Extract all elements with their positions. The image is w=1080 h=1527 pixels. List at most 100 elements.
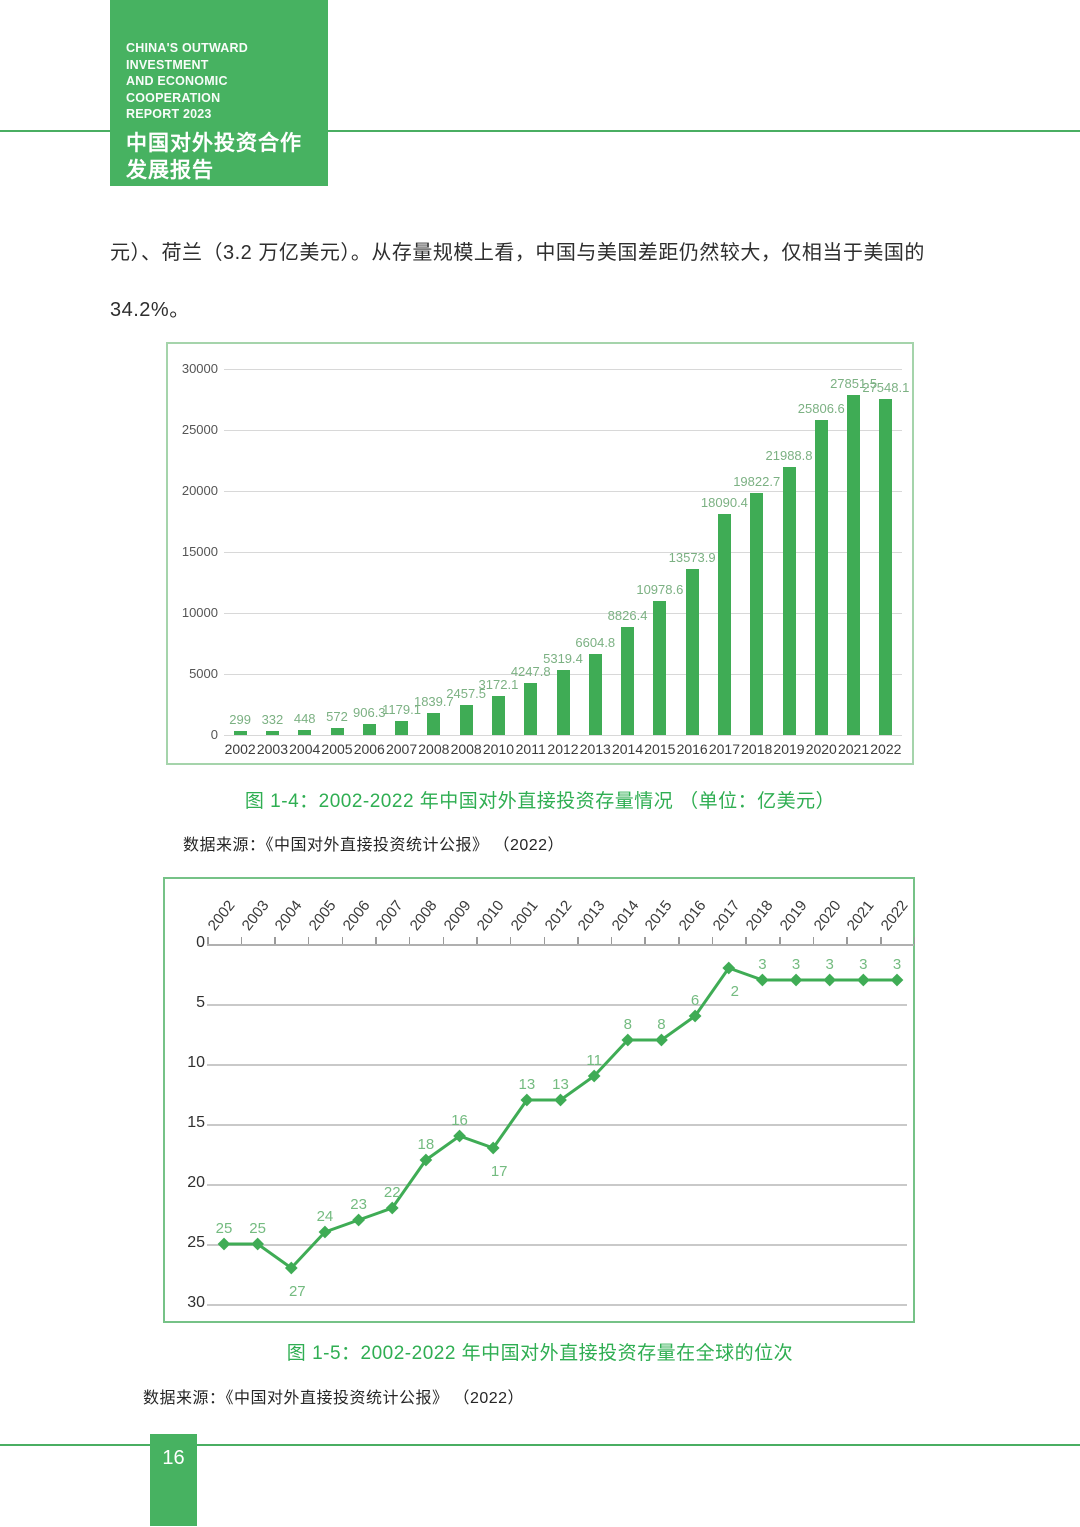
line-chart-axis-tick: [476, 937, 478, 944]
bar-value-label: 332: [261, 711, 284, 727]
bar-value-label: 1839.7: [413, 693, 454, 709]
bar-chart-x-tick-label: 2022: [870, 741, 902, 757]
bar-chart-y-tick-label: 20000: [181, 483, 218, 498]
data-point-label: 22: [384, 1184, 401, 1201]
line-chart-x-tick-label: 2017: [709, 897, 744, 934]
data-point-label: 25: [216, 1220, 233, 1237]
line-chart-x-tick-label: 2008: [406, 897, 441, 934]
bar: [362, 723, 376, 735]
bar-value-label: 5319.4: [543, 651, 583, 667]
line-chart-x-tick-label: 2020: [810, 897, 845, 934]
data-point-marker: [486, 1141, 500, 1155]
data-point-label: 3: [859, 956, 867, 973]
line-chart-gridline: [207, 1244, 907, 1246]
bar: [524, 683, 538, 735]
line-chart-gridline: [207, 1004, 907, 1006]
page-number-box: 16: [150, 1434, 197, 1526]
line-chart-gridline: [207, 1064, 907, 1066]
data-point-label: 13: [552, 1076, 569, 1093]
bar-chart-gridline: [224, 491, 902, 492]
bar: [653, 601, 667, 735]
line-chart-axis-tick: [846, 937, 848, 944]
line-chart-y-tick-label: 5: [196, 994, 205, 1011]
bar: [750, 493, 764, 735]
bar: [814, 420, 828, 735]
bar-value-label: 27851.5: [830, 376, 878, 392]
data-point-label: 6: [691, 992, 699, 1009]
line-chart-axis-tick: [577, 937, 579, 944]
footer-rule: [0, 1444, 1080, 1446]
bar-value-label: 19822.7: [733, 474, 781, 490]
data-point-label: 27: [289, 1283, 306, 1300]
data-point-marker: [587, 1069, 601, 1083]
data-point-label: 8: [624, 1016, 632, 1033]
line-chart-x-tick-label: 2022: [877, 897, 912, 934]
bar-chart-y-tick-label: 5000: [189, 666, 218, 681]
bar-chart-gridline: [224, 735, 902, 736]
page-number: 16: [162, 1447, 185, 1469]
bar-chart-x-tick-label: 2002: [224, 741, 256, 757]
bar-chart-plot-area: 0 5000 10000 15000 20000 25000 30000 299 2002 332…: [182, 361, 910, 757]
bar-value-label: 4247.8: [510, 664, 551, 680]
bar-value-label: 572: [326, 709, 348, 725]
bar-chart-y-tick-label: 25000: [181, 422, 218, 437]
data-point-marker: [789, 973, 803, 987]
line-chart-x-tick-label: 2003: [238, 897, 273, 934]
bar-value-label: 18090.4: [700, 495, 748, 511]
data-point-marker: [856, 973, 870, 987]
report-year: 2023: [126, 184, 202, 216]
line-chart-axis-tick: [408, 937, 411, 944]
bar-chart-x-tick-label: 2019: [773, 741, 805, 757]
line-chart-y-tick-label: 25: [187, 1234, 205, 1251]
data-point-marker: [688, 1009, 702, 1023]
figure-1-5-source: 数据来源：《中国对外直接投资统计公报》 （2022）: [143, 1390, 525, 1407]
line-chart-gridline: [207, 1304, 907, 1306]
line-chart-axis-tick: [745, 937, 747, 944]
line-chart-axis-tick: [274, 937, 276, 944]
bar-chart-gridline: [224, 369, 902, 370]
line-chart-axis-tick: [880, 937, 882, 944]
data-point-label: 23: [350, 1196, 367, 1213]
line-chart-axis-tick: [307, 937, 310, 944]
data-point-marker: [890, 973, 904, 987]
line-chart-x-tick-label: 2006: [339, 897, 374, 934]
data-point-marker: [756, 973, 769, 987]
line-chart-axis-tick: [509, 937, 512, 944]
data-point-marker: [823, 973, 837, 987]
line-chart-axis-tick: [442, 937, 445, 944]
data-point-label: 3: [826, 956, 834, 973]
line-chart-x-tick-label: 2010: [473, 897, 508, 934]
bar-chart-x-tick-label: 2003: [256, 741, 288, 757]
bar: [265, 730, 279, 735]
line-chart-axis-tick: [341, 937, 344, 944]
bar-chart-x-tick-label: 2014: [611, 741, 644, 757]
bar-chart-x-tick-label: 2018: [741, 741, 773, 757]
bar-chart-x-tick-label: 2020: [805, 741, 837, 757]
bar-value-label: 448: [293, 710, 316, 726]
bar-value-label: 21988.8: [765, 447, 813, 463]
line-chart-x-tick-label: 2009: [440, 897, 475, 934]
data-point-label: 2: [731, 983, 739, 1000]
data-point-label: 3: [792, 956, 800, 973]
line-chart-x-tick-label: 2014: [608, 897, 643, 934]
line-chart-x-tick-label: 2002: [204, 897, 239, 934]
line-chart-x-tick-label: 2007: [372, 897, 407, 934]
line-chart-y-tick-label: 30: [187, 1294, 205, 1311]
bar-chart-x-tick-label: 2013: [579, 741, 611, 757]
bar-chart-y-tick-label: 30000: [181, 361, 218, 376]
bar-chart-x-tick-label: 2015: [644, 741, 676, 757]
line-chart-x-tick-label: 2021: [843, 897, 878, 934]
line-chart-x-tick-label: 2013: [574, 897, 609, 934]
line-chart-x-tick-label: 2001: [507, 897, 542, 934]
line-chart-x-tick-label: 2019: [776, 897, 811, 934]
bar: [621, 627, 635, 735]
bar-chart-x-tick-label: 2007: [385, 741, 418, 757]
bar-chart-x-tick-label: 2005: [321, 741, 353, 757]
bar: [459, 705, 473, 735]
data-point-marker: [722, 961, 736, 975]
line-chart-x-tick-label: 2005: [305, 897, 340, 934]
data-point-label: 24: [317, 1208, 334, 1225]
paragraph-line-1: 元）、荷兰（3.2 万亿美元）。从存量规模上看，中国与美国差距仍然较大，仅相当于…: [110, 242, 925, 264]
data-point-marker: [284, 1261, 298, 1275]
line-chart-axis-tick: [375, 937, 377, 944]
